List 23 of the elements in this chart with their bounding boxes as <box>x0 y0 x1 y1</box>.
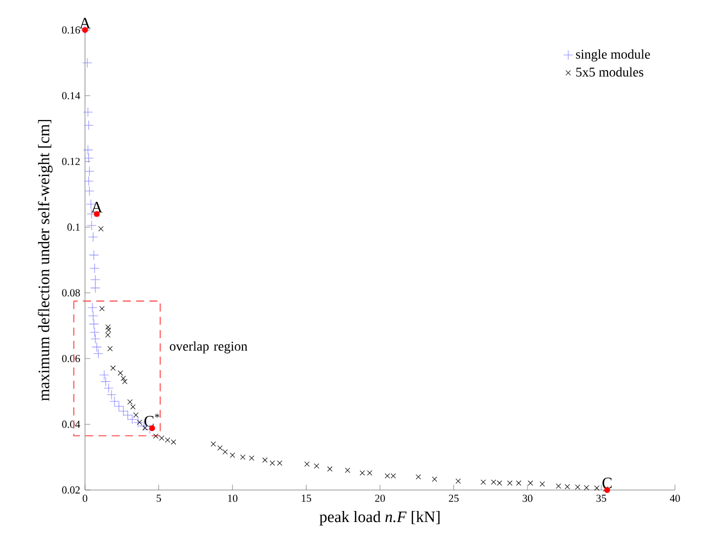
annotation: A <box>91 202 102 212</box>
y-tick-label: 0.16 <box>62 26 80 34</box>
x-tick-label: 30 <box>522 494 532 502</box>
x-tick-label: 15 <box>302 494 312 502</box>
x-tick-label: 25 <box>448 494 459 502</box>
annotation: overlap region <box>170 341 248 354</box>
x-tick-label: 20 <box>375 494 385 502</box>
x-axis-title: peak load n.F [kN] <box>320 510 440 526</box>
annotation: A <box>79 18 91 28</box>
y-tick-label: 0.02 <box>62 486 80 494</box>
x-tick-label: 35 <box>596 494 606 502</box>
x-tick-label: 0 <box>82 494 88 502</box>
y-tick-label: 0.08 <box>62 289 80 296</box>
y-axis-title: maximum deflection under self-weight [cm] <box>38 120 53 401</box>
y-tick-label: 0.1 <box>67 224 80 231</box>
y-tick-label: 0.14 <box>62 92 80 100</box>
x-tick-label: 40 <box>670 494 680 502</box>
legend-label: 5x5 modules <box>576 67 644 77</box>
x-tick-label: 5 <box>156 494 161 502</box>
y-tick-label: 0.12 <box>62 158 80 166</box>
annotation: C$^{*}$ <box>144 414 160 427</box>
x-tick-label: 10 <box>228 494 238 502</box>
legend-label: single module <box>576 49 650 62</box>
